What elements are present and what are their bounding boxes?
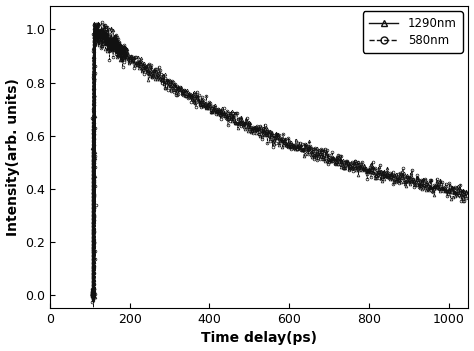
- 580nm: [143, 64, 148, 68]
- 580nm: [464, 196, 469, 200]
- 1290nm: [332, 158, 337, 163]
- 1290nm: [91, 307, 96, 311]
- 1290nm: [154, 73, 159, 78]
- 1290nm: [95, 39, 100, 44]
- 580nm: [94, 39, 100, 44]
- 580nm: [332, 160, 337, 164]
- 580nm: [90, 300, 95, 304]
- Line: 1290nm: 1290nm: [91, 22, 468, 311]
- 1290nm: [464, 190, 469, 194]
- Line: 580nm: 580nm: [91, 21, 468, 303]
- 1290nm: [143, 65, 148, 69]
- 1290nm: [91, 21, 97, 25]
- X-axis label: Time delay(ps): Time delay(ps): [201, 331, 317, 345]
- 580nm: [367, 165, 373, 170]
- 580nm: [393, 175, 399, 179]
- 580nm: [154, 70, 159, 74]
- 580nm: [99, 20, 105, 24]
- 580nm: [89, 293, 95, 297]
- 1290nm: [367, 170, 373, 174]
- Legend: 1290nm, 580nm: 1290nm, 580nm: [363, 12, 463, 53]
- 1290nm: [89, 291, 95, 296]
- 1290nm: [393, 177, 399, 181]
- Y-axis label: Intensity(arb. units): Intensity(arb. units): [6, 78, 19, 236]
